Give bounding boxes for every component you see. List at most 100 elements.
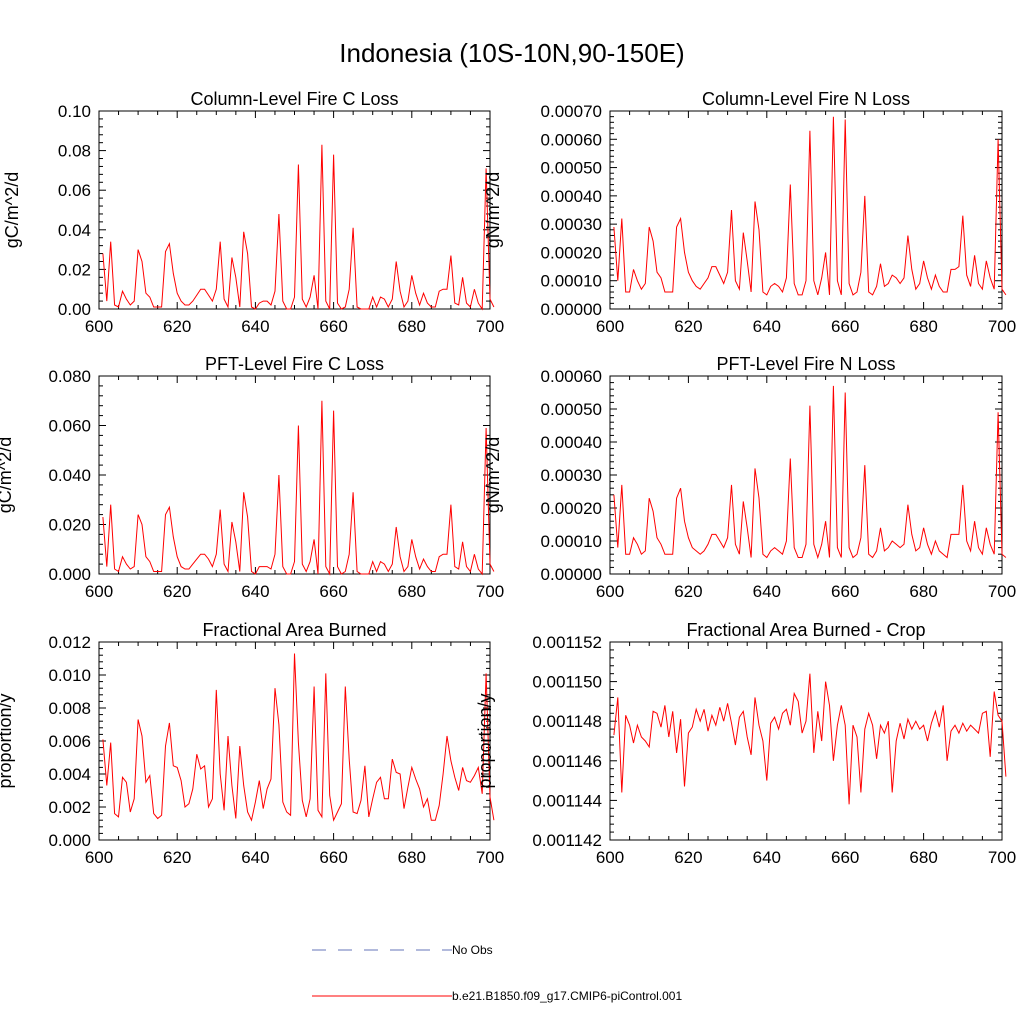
x-tick-label: 700 bbox=[476, 582, 504, 601]
y-tick-label: 0.10 bbox=[58, 102, 91, 121]
y-axis-label: proportion/y bbox=[475, 693, 495, 788]
y-tick-label: 0.020 bbox=[48, 516, 91, 535]
y-tick-label: 0.00 bbox=[58, 300, 91, 319]
series-line bbox=[613, 385, 1007, 560]
y-tick-label: 0.060 bbox=[48, 417, 91, 436]
x-tick-label: 680 bbox=[909, 848, 937, 867]
series-line bbox=[102, 400, 495, 576]
y-tick-label: 0.012 bbox=[48, 633, 91, 652]
x-tick-label: 600 bbox=[85, 582, 113, 601]
y-axis-label: gC/m^2/d bbox=[2, 172, 22, 248]
x-tick-label: 600 bbox=[596, 582, 624, 601]
y-tick-label: 0.00010 bbox=[541, 532, 602, 551]
plot-frame bbox=[609, 641, 1003, 841]
y-tick-label: 0.00000 bbox=[541, 565, 602, 584]
y-tick-label: 0.040 bbox=[48, 466, 91, 485]
plot-frame bbox=[98, 110, 491, 310]
chart-panels: 600 620 640 660 680 700 0.00 0.02 0.04 0.06 0.08 0.… bbox=[0, 89, 1016, 867]
y-tick-label: 0.08 bbox=[58, 142, 91, 161]
series-line bbox=[613, 673, 1007, 805]
panel-fractional-area-burned: 600 620 640 660 680 700 0.000 0.002 0.004 0.006 0.… bbox=[0, 620, 504, 867]
x-tick-label: 700 bbox=[476, 848, 504, 867]
y-tick-label: 0.00040 bbox=[541, 433, 602, 452]
legend-label-model: b.e21.B1850.f09_g17.CMIP6-piControl.001 bbox=[452, 989, 682, 1003]
panel-title: Column-Level Fire C Loss bbox=[190, 89, 398, 109]
y-tick-label: 0.002 bbox=[48, 798, 91, 817]
x-tick-label: 700 bbox=[988, 582, 1016, 601]
x-tick-label: 600 bbox=[85, 848, 113, 867]
panel-pft-level-fire-c-loss: 600 620 640 660 680 700 0.000 0.020 0.040 0.060 0.… bbox=[0, 354, 504, 601]
x-tick-label: 600 bbox=[596, 848, 624, 867]
y-tick-label: 0.00030 bbox=[541, 466, 602, 485]
x-tick-label: 680 bbox=[909, 582, 937, 601]
y-tick-label: 0.010 bbox=[48, 666, 91, 685]
panel-fractional-area-burned-crop: 600 620 640 660 680 700 0.001142 0.001144 0.0011… bbox=[475, 620, 1016, 867]
y-tick-label: 0.001152 bbox=[532, 633, 602, 652]
y-tick-label: 0.00050 bbox=[541, 159, 602, 178]
panel-title: Fractional Area Burned - Crop bbox=[686, 620, 925, 640]
x-tick-label: 600 bbox=[596, 317, 624, 336]
y-tick-label: 0.006 bbox=[48, 732, 91, 751]
y-tick-label: 0.00070 bbox=[541, 102, 602, 121]
y-tick-label: 0.008 bbox=[48, 699, 91, 718]
x-tick-label: 700 bbox=[476, 317, 504, 336]
y-tick-label: 0.001146 bbox=[532, 752, 602, 771]
x-tick-label: 660 bbox=[831, 582, 859, 601]
x-tick-label: 620 bbox=[163, 317, 191, 336]
panel-title: PFT-Level Fire N Loss bbox=[716, 354, 895, 374]
y-tick-label: 0.000 bbox=[48, 831, 91, 850]
y-axis-label: gN/m^2/d bbox=[483, 437, 503, 513]
y-tick-label: 0.00020 bbox=[541, 243, 602, 262]
y-tick-label: 0.00050 bbox=[541, 400, 602, 419]
x-tick-label: 620 bbox=[163, 582, 191, 601]
y-tick-label: 0.00000 bbox=[541, 300, 602, 319]
x-tick-label: 660 bbox=[831, 848, 859, 867]
x-tick-label: 700 bbox=[988, 317, 1016, 336]
y-tick-label: 0.00010 bbox=[541, 272, 602, 291]
panel-column-level-fire-n-loss: 600 620 640 660 680 700 0.00000 0.00010 0.00020 0… bbox=[483, 89, 1016, 336]
series-line bbox=[613, 116, 1007, 296]
legend: No Obs b.e21.B1850.f09_g17.CMIP6-piContr… bbox=[312, 943, 682, 1003]
x-tick-label: 680 bbox=[398, 848, 426, 867]
y-tick-label: 0.001150 bbox=[532, 673, 602, 692]
y-tick-label: 0.06 bbox=[58, 181, 91, 200]
x-tick-label: 640 bbox=[753, 317, 781, 336]
x-tick-label: 660 bbox=[831, 317, 859, 336]
y-tick-label: 0.00030 bbox=[541, 215, 602, 234]
x-tick-label: 620 bbox=[674, 848, 702, 867]
y-tick-label: 0.004 bbox=[48, 765, 91, 784]
y-tick-label: 0.001148 bbox=[532, 712, 602, 731]
y-tick-label: 0.00020 bbox=[541, 499, 602, 518]
figure-title: Indonesia (10S-10N,90-150E) bbox=[339, 38, 684, 68]
x-tick-label: 620 bbox=[674, 582, 702, 601]
y-tick-label: 0.00040 bbox=[541, 187, 602, 206]
panel-title: Fractional Area Burned bbox=[202, 620, 386, 640]
y-axis-label: gN/m^2/d bbox=[483, 172, 503, 248]
panel-pft-level-fire-n-loss: 600 620 640 660 680 700 0.00000 0.00010 0.00020 0… bbox=[483, 354, 1016, 601]
series-line bbox=[102, 144, 495, 311]
x-tick-label: 620 bbox=[163, 848, 191, 867]
y-tick-label: 0.001142 bbox=[532, 831, 602, 850]
x-tick-label: 640 bbox=[241, 582, 269, 601]
x-tick-label: 660 bbox=[319, 317, 347, 336]
y-tick-label: 0.04 bbox=[58, 221, 91, 240]
y-tick-label: 0.000 bbox=[48, 565, 91, 584]
x-tick-label: 640 bbox=[753, 582, 781, 601]
x-tick-label: 600 bbox=[85, 317, 113, 336]
y-axis-label: gC/m^2/d bbox=[0, 437, 15, 513]
x-tick-label: 660 bbox=[319, 848, 347, 867]
y-tick-label: 0.001144 bbox=[532, 791, 602, 810]
panel-title: PFT-Level Fire C Loss bbox=[205, 354, 384, 374]
x-tick-label: 680 bbox=[398, 317, 426, 336]
y-tick-label: 0.00060 bbox=[541, 367, 602, 386]
y-tick-label: 0.080 bbox=[48, 367, 91, 386]
x-tick-label: 680 bbox=[909, 317, 937, 336]
x-tick-label: 640 bbox=[241, 848, 269, 867]
series-line bbox=[102, 653, 495, 822]
x-tick-label: 680 bbox=[398, 582, 426, 601]
x-tick-label: 640 bbox=[241, 317, 269, 336]
x-tick-label: 700 bbox=[988, 848, 1016, 867]
x-tick-label: 620 bbox=[674, 317, 702, 336]
y-tick-label: 0.00060 bbox=[541, 130, 602, 149]
